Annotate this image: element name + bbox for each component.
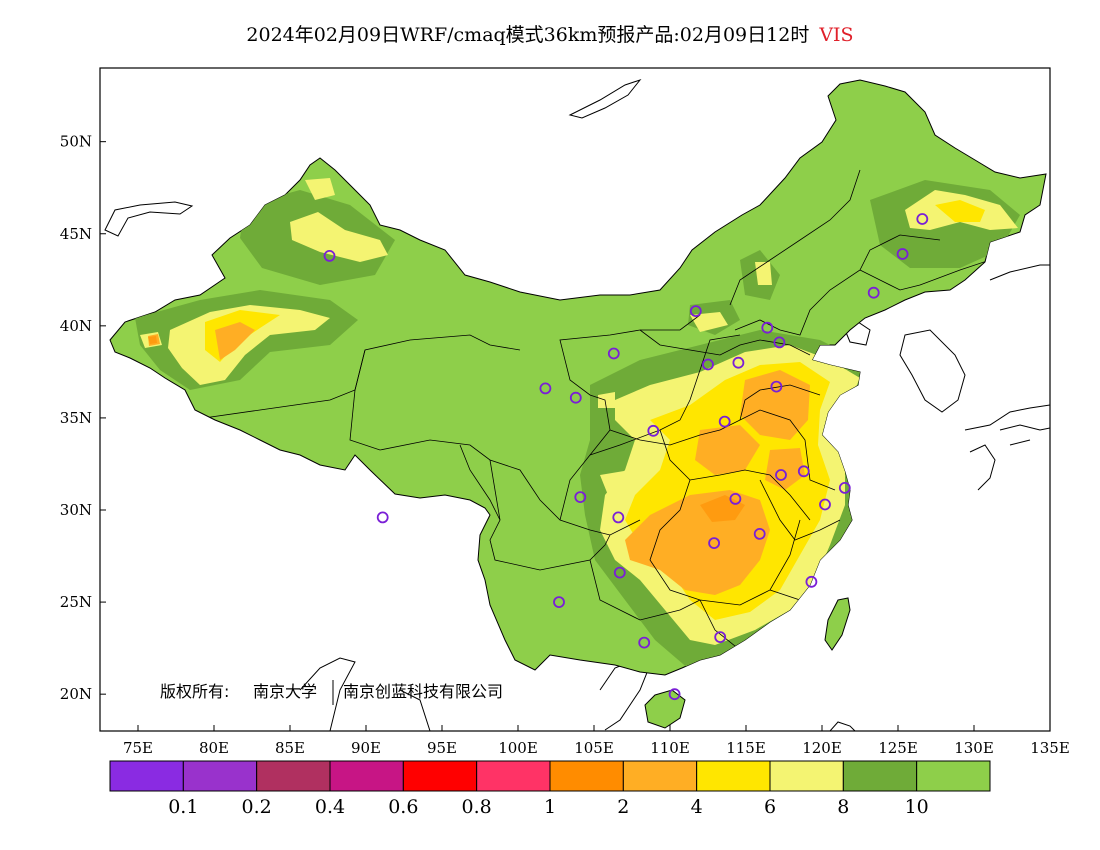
latitude-axis: 50N 45N 40N 35N 30N 25N 20N	[60, 133, 106, 703]
station-marker	[838, 481, 851, 494]
title-variable: VIS	[819, 24, 854, 46]
station-markers	[323, 213, 929, 701]
station-marker	[569, 391, 582, 404]
station-marker	[702, 358, 714, 371]
legend-swatch	[622, 760, 698, 792]
lat-tick-label: 25N	[60, 593, 92, 611]
lon-tick-label: 90E	[351, 739, 381, 757]
lon-tick-label: 120E	[802, 739, 842, 757]
station-marker	[376, 511, 389, 524]
lon-tick-label: 125E	[878, 739, 918, 757]
legend-threshold-label: 0.6	[388, 796, 418, 818]
station-marker	[773, 336, 786, 349]
station-marker	[708, 537, 720, 549]
longitude-axis: 75E 80E 85E 90E 95E 100E 105E 110E 115E 120E 125E 1…	[123, 725, 1070, 757]
china-landmass	[109, 79, 1047, 676]
lon-tick-label: 115E	[726, 739, 766, 757]
legend-swatch	[109, 760, 184, 792]
province-boundaries	[189, 169, 991, 651]
copyright: 版权所有: 南京大学 南京创蓝科技有限公司	[160, 680, 503, 705]
legend-threshold-label: 0.4	[315, 796, 345, 818]
copyright-org2: 南京创蓝科技有限公司	[343, 682, 503, 701]
copyright-org1: 南京大学	[253, 682, 317, 701]
station-marker	[916, 213, 929, 225]
lon-tick-label: 130E	[954, 739, 994, 757]
station-marker	[761, 321, 774, 334]
station-marker	[775, 469, 787, 481]
legend-threshold-label: 0.2	[242, 796, 272, 818]
station-marker	[613, 566, 626, 579]
copyright-label: 版权所有:	[160, 682, 229, 701]
station-marker	[819, 498, 831, 511]
lat-tick-label: 45N	[60, 225, 92, 243]
station-marker	[805, 575, 818, 588]
station-marker	[896, 248, 909, 260]
station-marker	[638, 636, 651, 649]
lon-tick-label: 95E	[427, 739, 457, 757]
station-marker	[718, 415, 731, 428]
lon-tick-label: 75E	[123, 739, 153, 757]
legend-threshold-label: 6	[764, 796, 776, 818]
legend-swatch	[696, 760, 771, 792]
station-marker	[867, 286, 880, 299]
lon-tick-label: 105E	[574, 739, 614, 757]
station-marker	[714, 631, 727, 643]
legend-swatch	[402, 760, 478, 792]
lat-tick-label: 40N	[60, 317, 92, 335]
station-marker	[323, 249, 336, 262]
legend-swatch	[256, 760, 331, 792]
lon-tick-label: 135E	[1030, 739, 1070, 757]
lon-tick-label: 110E	[650, 739, 690, 757]
station-marker	[607, 347, 620, 360]
lon-tick-label: 100E	[498, 739, 538, 757]
legend-threshold-label: 2	[617, 796, 629, 818]
plot-frame	[99, 67, 1051, 732]
station-marker	[553, 596, 565, 608]
lon-tick-label: 80E	[199, 739, 229, 757]
legend-swatch	[182, 760, 258, 792]
legend-swatch	[549, 760, 624, 792]
legend-swatch	[842, 760, 918, 792]
legend-swatch	[769, 760, 844, 792]
visibility-zones	[135, 178, 1020, 670]
station-marker	[732, 356, 745, 369]
station-marker	[668, 688, 681, 701]
station-marker	[753, 528, 766, 540]
station-marker	[647, 424, 660, 437]
legend-threshold-label: 4	[691, 796, 703, 818]
taiwan-island	[824, 597, 851, 651]
lon-tick-label: 85E	[275, 739, 305, 757]
map-plot-area: 版权所有: 南京大学 南京创蓝科技有限公司	[104, 78, 1050, 731]
station-marker	[612, 511, 625, 524]
lat-tick-label: 30N	[60, 501, 92, 519]
legend-swatch	[916, 760, 991, 792]
station-marker	[574, 491, 587, 504]
legend-swatch	[329, 760, 404, 792]
station-marker	[689, 305, 702, 318]
station-marker	[770, 380, 783, 393]
legend-threshold-label: 0.8	[462, 796, 492, 818]
lat-tick-label: 35N	[60, 409, 92, 427]
lat-tick-label: 20N	[60, 685, 92, 703]
lat-tick-label: 50N	[60, 133, 92, 151]
korea-peninsula	[899, 329, 966, 413]
station-marker	[539, 382, 552, 395]
legend-threshold-label: 8	[837, 796, 849, 818]
legend-threshold-label: 0.1	[168, 796, 198, 818]
zone-band-1-2	[148, 336, 745, 522]
station-marker	[729, 492, 742, 505]
title-text: 2024年02月09日WRF/cmaq模式36km预报产品:02月09日12时	[246, 24, 810, 46]
color-legend: 0.1 0.2 0.4 0.6 0.8 1 2 4 6 8 10	[109, 760, 991, 818]
legend-swatch	[476, 760, 551, 792]
map-title: 2024年02月09日WRF/cmaq模式36km预报产品:02月09日12时 V…	[0, 20, 1100, 47]
station-marker	[797, 465, 810, 478]
legend-threshold-label: 10	[905, 796, 929, 818]
legend-threshold-label: 1	[544, 796, 556, 818]
